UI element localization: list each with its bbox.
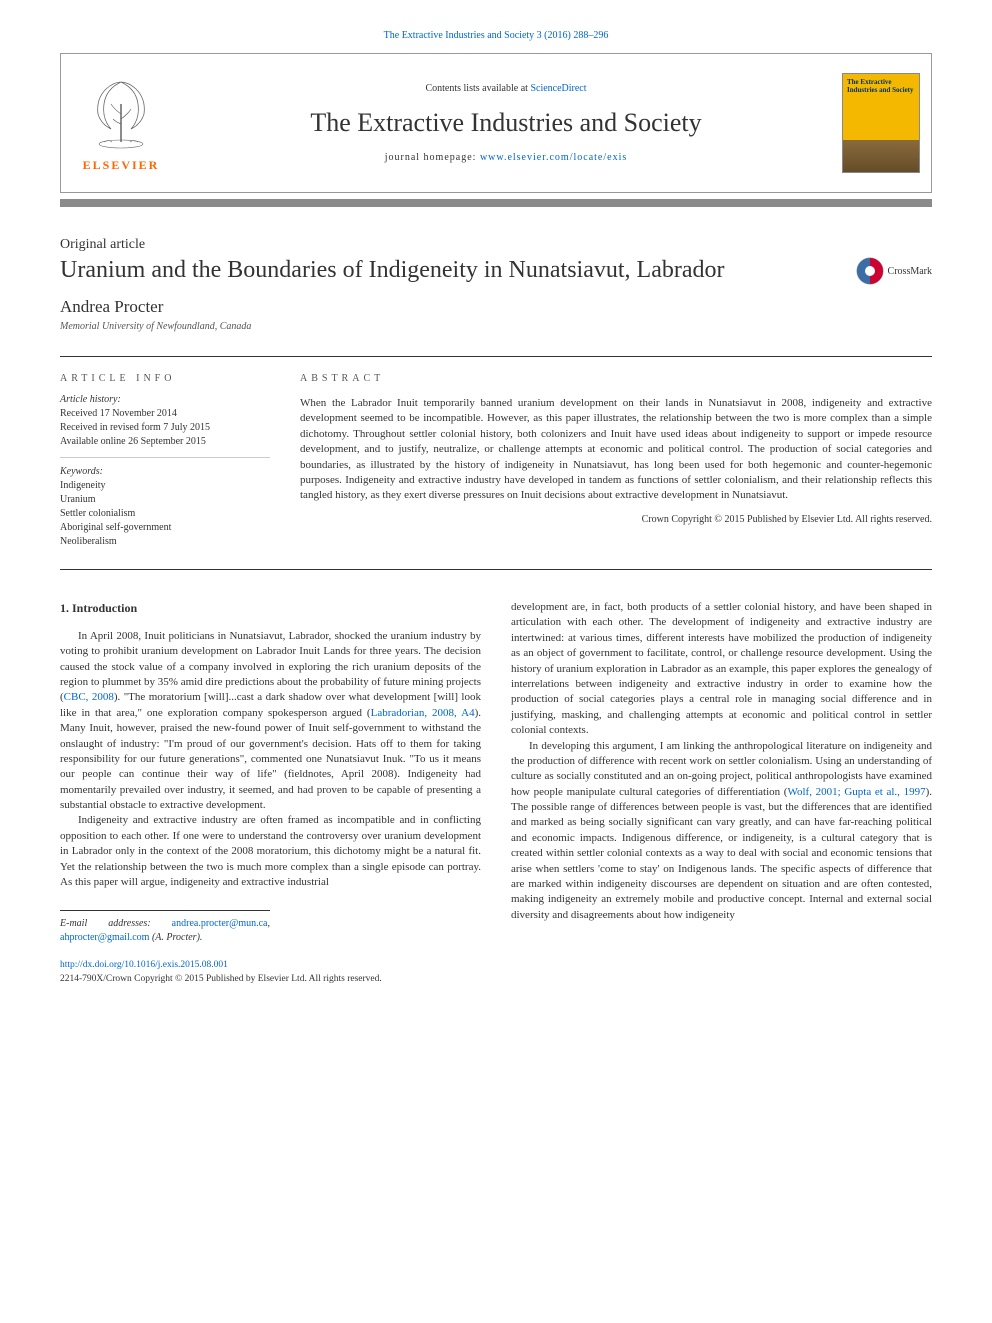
header-center: Contents lists available at ScienceDirec… [181, 54, 831, 192]
footer-rule: E-mail addresses: andrea.procter@mun.ca,… [60, 910, 270, 945]
paragraph: Indigeneity and extractive industry are … [60, 813, 481, 890]
right-column: development are, in fact, both products … [511, 600, 932, 986]
elsevier-logo[interactable]: ELSEVIER [61, 54, 181, 192]
citation-link[interactable]: Wolf, 2001; Gupta et al., 1997 [787, 786, 925, 798]
received-date: Received 17 November 2014 [60, 407, 270, 421]
issn-copyright: 2214-790X/Crown Copyright © 2015 Publish… [60, 973, 481, 986]
elsevier-text: ELSEVIER [83, 158, 160, 173]
text-run: ). Many Inuit, however, praised the new-… [60, 707, 481, 811]
left-column: 1. Introduction In April 2008, Inuit pol… [60, 600, 481, 986]
email-label: E-mail addresses: [60, 918, 172, 929]
homepage-link[interactable]: www.elsevier.com/locate/exis [480, 152, 627, 163]
cover-image-band [843, 140, 919, 172]
journal-ref-link[interactable]: The Extractive Industries and Society 3 … [384, 30, 609, 41]
author-name: Andrea Procter [60, 297, 932, 317]
journal-reference: The Extractive Industries and Society 3 … [60, 30, 932, 41]
keywords-label: Keywords: [60, 466, 270, 477]
paragraph: In developing this argument, I am linkin… [511, 739, 932, 924]
author-affiliation: Memorial University of Newfoundland, Can… [60, 321, 932, 332]
doi-link[interactable]: http://dx.doi.org/10.1016/j.exis.2015.08… [60, 959, 481, 972]
cover-thumbnail: The Extractive Industries and Society [842, 73, 920, 173]
crossmark-badge[interactable]: CrossMark [856, 257, 932, 285]
keyword: Settler colonialism [60, 507, 270, 521]
contents-label: Contents lists available at [425, 83, 530, 94]
keyword: Indigeneity [60, 479, 270, 493]
paragraph: In April 2008, Inuit politicians in Nuna… [60, 629, 481, 814]
page-container: The Extractive Industries and Society 3 … [0, 0, 992, 1026]
contents-line: Contents lists available at ScienceDirec… [425, 83, 586, 94]
text-run: ). The possible range of differences bet… [511, 786, 932, 921]
history-label: Article history: [60, 394, 270, 405]
sciencedirect-link[interactable]: ScienceDirect [530, 83, 586, 94]
abstract-text: When the Labrador Inuit temporarily bann… [300, 396, 932, 504]
crossmark-label: CrossMark [888, 266, 932, 277]
email-line: E-mail addresses: andrea.procter@mun.ca,… [60, 917, 270, 945]
homepage-label: journal homepage: [385, 152, 480, 163]
email-author: (A. Procter). [149, 932, 202, 943]
cover-title: The Extractive Industries and Society [847, 78, 915, 94]
article-title: Uranium and the Boundaries of Indigeneit… [60, 257, 856, 284]
online-date: Available online 26 September 2015 [60, 435, 270, 449]
email-link[interactable]: ahprocter@gmail.com [60, 932, 149, 943]
abstract-copyright: Crown Copyright © 2015 Published by Else… [300, 514, 932, 525]
journal-title: The Extractive Industries and Society [310, 108, 701, 138]
divider-bar [60, 199, 932, 207]
paragraph: development are, in fact, both products … [511, 600, 932, 739]
citation-link[interactable]: Labradorian, 2008, A4 [371, 707, 475, 719]
header-box: ELSEVIER Contents lists available at Sci… [60, 53, 932, 193]
keyword: Aboriginal self-government [60, 521, 270, 535]
abstract-block: ABSTRACT When the Labrador Inuit tempora… [300, 373, 932, 549]
crossmark-icon [856, 257, 884, 285]
journal-homepage: journal homepage: www.elsevier.com/locat… [385, 152, 628, 163]
article-info: ARTICLE INFO Article history: Received 1… [60, 373, 270, 549]
info-abstract-row: ARTICLE INFO Article history: Received 1… [60, 356, 932, 570]
abstract-heading: ABSTRACT [300, 373, 932, 384]
citation-link[interactable]: CBC, 2008 [64, 691, 114, 703]
keyword: Uranium [60, 493, 270, 507]
title-row: Uranium and the Boundaries of Indigeneit… [60, 257, 932, 285]
info-heading: ARTICLE INFO [60, 373, 270, 384]
section-heading: 1. Introduction [60, 600, 481, 617]
history-block: Article history: Received 17 November 20… [60, 394, 270, 458]
keyword: Neoliberalism [60, 535, 270, 549]
revised-date: Received in revised form 7 July 2015 [60, 421, 270, 435]
journal-cover[interactable]: The Extractive Industries and Society [831, 54, 931, 192]
elsevier-tree-icon [86, 74, 156, 154]
body-columns: 1. Introduction In April 2008, Inuit pol… [60, 600, 932, 986]
article-type: Original article [60, 237, 932, 253]
email-link[interactable]: andrea.procter@mun.ca [172, 918, 268, 929]
